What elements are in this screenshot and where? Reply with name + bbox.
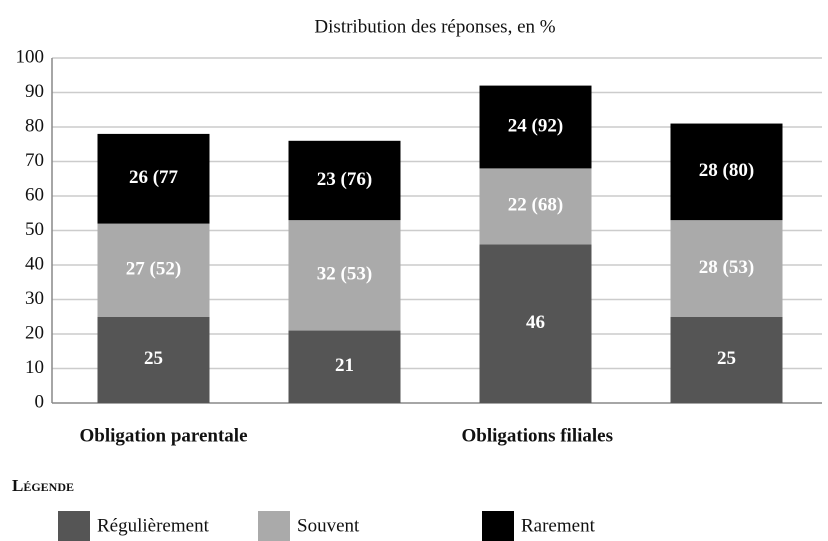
y-tick-label: 30 xyxy=(25,288,44,309)
legend-swatch xyxy=(58,511,90,541)
data-label: 25 xyxy=(144,348,163,369)
chart-title: Distribution des réponses, en % xyxy=(314,16,555,37)
data-label: 23 (76) xyxy=(317,169,372,190)
group-label: Obligation parentale xyxy=(80,425,248,446)
legend-swatch xyxy=(482,511,514,541)
legend-label: Souvent xyxy=(297,515,360,536)
bar-segment xyxy=(288,220,401,331)
legend-label: Rarement xyxy=(521,515,596,536)
y-tick-label: 10 xyxy=(25,357,44,378)
data-label: 24 (92) xyxy=(508,115,563,136)
legend-label: Régulièrement xyxy=(97,515,210,536)
bar-segment xyxy=(670,220,783,317)
bar-segment xyxy=(288,330,401,403)
y-tick-label: 90 xyxy=(25,81,44,102)
y-tick-label: 50 xyxy=(25,219,44,240)
y-tick-label: 60 xyxy=(25,184,44,205)
data-label: 27 (52) xyxy=(126,259,181,280)
y-tick-label: 20 xyxy=(25,322,44,343)
bar-segment xyxy=(97,316,210,403)
y-tick-label: 80 xyxy=(25,115,44,136)
y-tick-label: 0 xyxy=(35,391,45,412)
y-tick-label: 100 xyxy=(16,46,45,67)
bar-segment xyxy=(479,85,592,169)
data-label: 26 (77 xyxy=(129,167,179,188)
data-label: 32 (53) xyxy=(317,264,372,285)
bar-segment xyxy=(479,244,592,403)
data-label: 28 (80) xyxy=(699,160,754,181)
legend-title: Légende xyxy=(12,476,74,495)
bar-segment xyxy=(670,316,783,403)
y-tick-label: 70 xyxy=(25,150,44,171)
bar-segment xyxy=(670,123,783,221)
data-label: 46 xyxy=(526,312,545,333)
bar-segment xyxy=(97,223,210,317)
data-label: 28 (53) xyxy=(699,257,754,278)
data-label: 22 (68) xyxy=(508,195,563,216)
bar-segment xyxy=(479,168,592,245)
y-tick-label: 40 xyxy=(25,253,44,274)
data-label: 25 xyxy=(717,348,736,369)
group-label: Obligations filiales xyxy=(462,425,614,446)
legend-swatch xyxy=(258,511,290,541)
bar-segment xyxy=(288,140,401,221)
data-label: 21 xyxy=(335,355,354,376)
bar-segment xyxy=(97,133,210,224)
